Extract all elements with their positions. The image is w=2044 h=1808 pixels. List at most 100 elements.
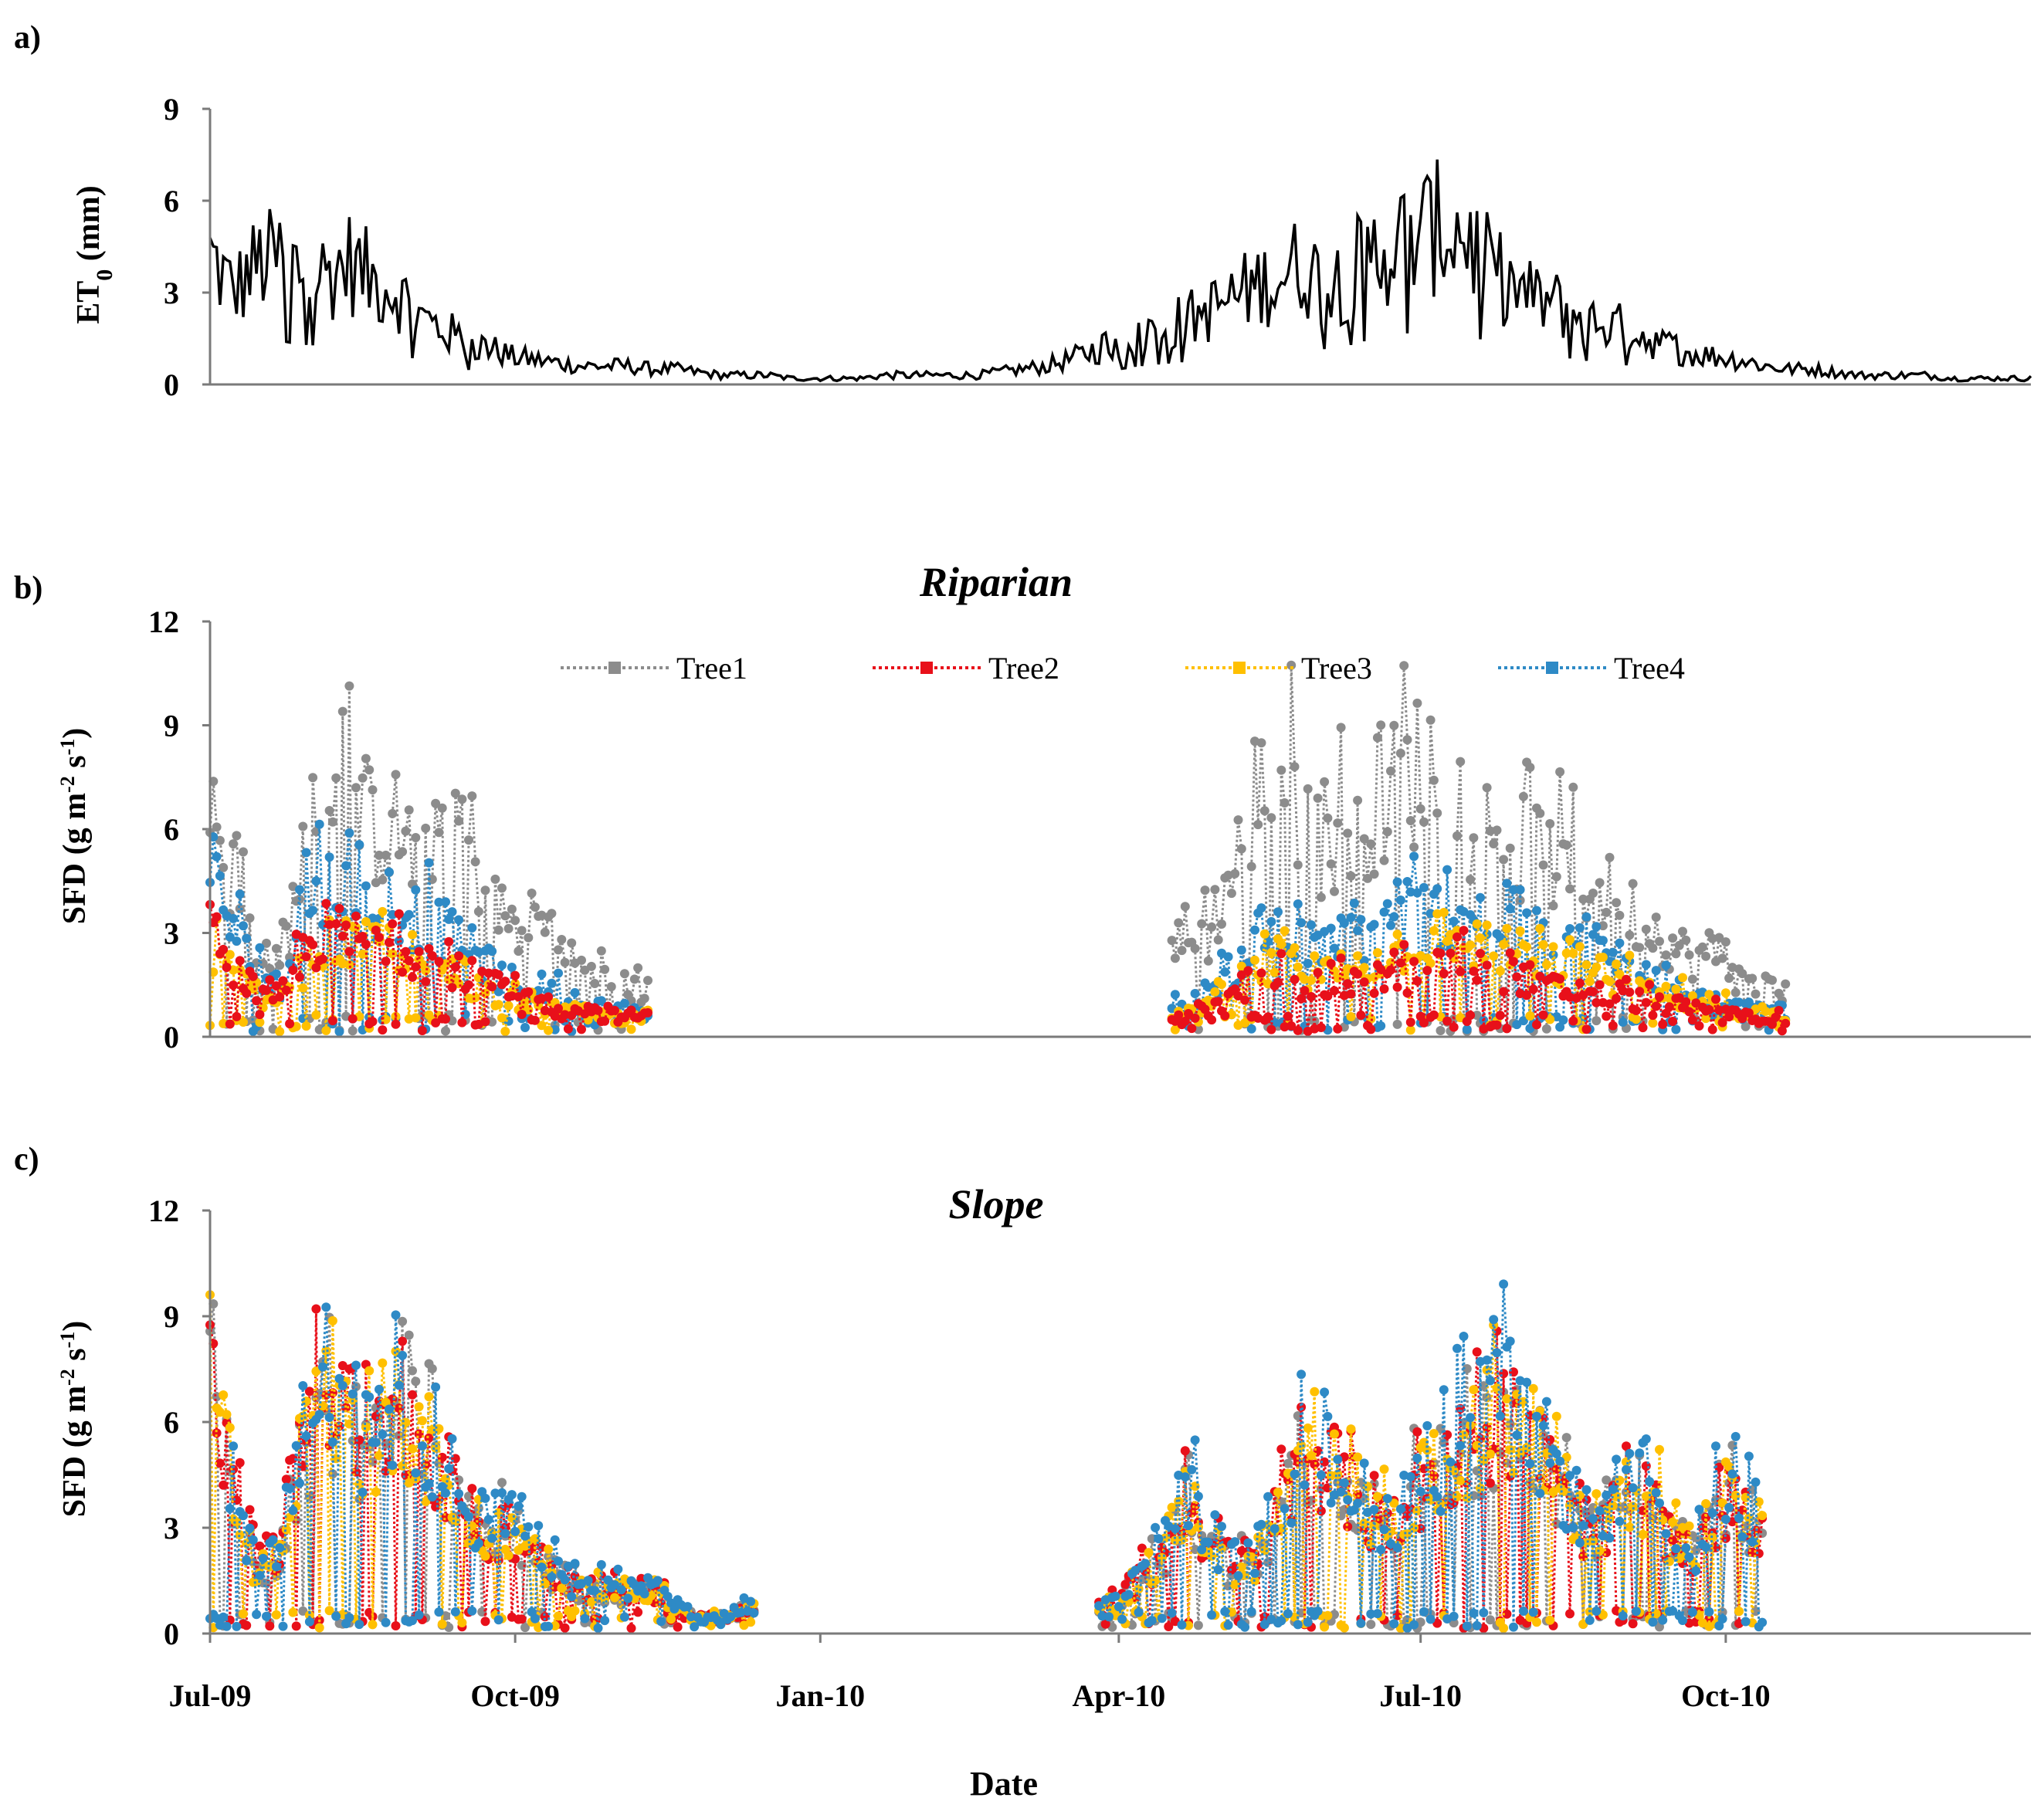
data-point [447, 1434, 457, 1444]
data-point [1379, 855, 1389, 865]
data-point [361, 753, 371, 763]
data-point [1174, 1010, 1184, 1020]
data-point [1297, 1608, 1307, 1618]
panel-a-ylabel-sub: 0 [92, 269, 117, 281]
data-point [1678, 926, 1687, 936]
panel-a-y-axis-label: ET0 (mm) [71, 185, 117, 323]
data-point [480, 1493, 490, 1503]
data-point [447, 907, 457, 917]
data-point [321, 1302, 331, 1312]
data-point [1499, 1623, 1509, 1634]
data-point [1422, 1420, 1432, 1430]
data-point [1509, 1622, 1518, 1632]
data-point [1717, 1614, 1727, 1623]
legend-label-tree1: Tree1 [676, 651, 747, 686]
data-point [424, 943, 434, 953]
data-point [500, 1027, 510, 1036]
data-point [248, 1535, 258, 1545]
data-point [1472, 1347, 1482, 1357]
data-point [1466, 940, 1476, 950]
data-point [245, 1523, 255, 1533]
data-point [530, 1613, 540, 1623]
data-point [1625, 1448, 1635, 1458]
data-point [344, 681, 354, 691]
data-point [1372, 1491, 1382, 1502]
data-point [1395, 896, 1405, 905]
data-point [1591, 962, 1602, 972]
data-point [1476, 1491, 1485, 1501]
data-point [1313, 1607, 1323, 1616]
data-point [1316, 892, 1326, 902]
data-point [327, 1016, 337, 1026]
data-point [1631, 1006, 1641, 1015]
data-point [1389, 947, 1399, 957]
data-point [1771, 1012, 1781, 1022]
data-point [1737, 969, 1747, 979]
data-point [1184, 1521, 1193, 1531]
data-point [255, 1017, 265, 1028]
data-point [1671, 1498, 1681, 1508]
data-point [1429, 926, 1439, 936]
data-point [1359, 963, 1369, 973]
data-point [1412, 1453, 1422, 1463]
data-point [487, 1017, 497, 1027]
data-point [1353, 795, 1363, 805]
data-point [1330, 943, 1339, 953]
data-point [255, 1541, 265, 1551]
data-point [1286, 660, 1297, 670]
data-point [371, 1437, 381, 1447]
data-point [441, 897, 450, 907]
data-point [1608, 1485, 1618, 1495]
data-point [1379, 984, 1389, 994]
data-point [1395, 1504, 1405, 1514]
data-point [619, 998, 629, 1008]
data-point [417, 1026, 427, 1035]
data-point [404, 909, 414, 919]
data-point [1588, 987, 1598, 997]
data-point [347, 1026, 358, 1036]
data-point [1717, 953, 1727, 963]
data-point [1310, 951, 1320, 961]
data-point [1330, 886, 1339, 896]
panel-b-plot [205, 660, 1791, 1037]
y-tick-label: 0 [164, 1617, 179, 1651]
data-point [1466, 1413, 1476, 1423]
data-point [1180, 902, 1190, 912]
data-point [1687, 1015, 1697, 1025]
data-point [1250, 925, 1259, 935]
data-point [232, 1011, 242, 1021]
data-point [1717, 1017, 1727, 1028]
data-point [1608, 947, 1618, 957]
data-point [517, 1491, 527, 1502]
data-point [235, 1458, 245, 1468]
data-point [586, 961, 596, 971]
data-point [1246, 1607, 1256, 1617]
panel-b-label: b) [14, 571, 42, 606]
data-point [1678, 1616, 1687, 1625]
data-point [1648, 1617, 1658, 1627]
data-point [441, 1488, 450, 1498]
data-point [510, 916, 520, 926]
data-point [327, 1315, 337, 1326]
data-point [225, 932, 235, 942]
data-point [1236, 844, 1246, 854]
data-point [364, 765, 375, 775]
data-point [1565, 884, 1575, 894]
data-point [1366, 1620, 1376, 1630]
data-point [1386, 766, 1395, 776]
data-point [1425, 1614, 1436, 1624]
data-point [368, 1017, 378, 1027]
data-point [1399, 966, 1409, 976]
data-point [1326, 1498, 1336, 1508]
data-point [1555, 1456, 1565, 1466]
data-point [1203, 956, 1213, 966]
data-point [252, 996, 262, 1006]
data-point [381, 850, 391, 860]
data-point [394, 909, 404, 919]
data-point [1452, 926, 1462, 936]
data-point [1190, 989, 1200, 998]
data-point [1509, 956, 1518, 967]
data-point [285, 953, 295, 962]
data-point [1561, 948, 1571, 958]
